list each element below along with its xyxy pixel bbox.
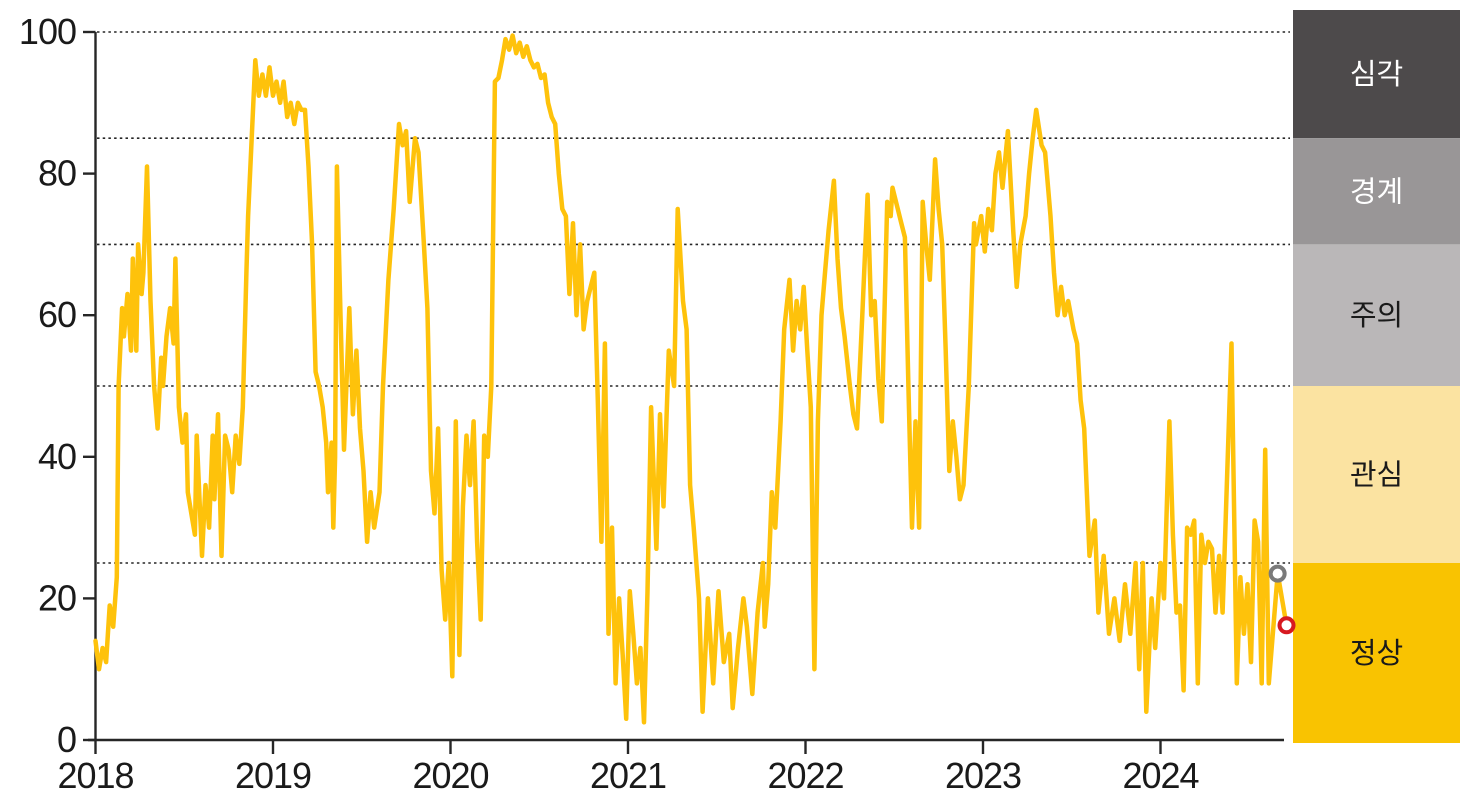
x-tick-label-2022: 2022 (767, 755, 843, 796)
y-tick-label-100: 100 (19, 11, 76, 52)
x-tick-label-2021: 2021 (590, 755, 666, 796)
y-tick-label-60: 60 (38, 294, 76, 335)
zone-1 (1293, 10, 1460, 139)
end-marker-2 (1277, 616, 1296, 635)
zone-label-1: 심각 (1350, 59, 1403, 91)
x-tick-label-2019: 2019 (235, 755, 311, 796)
end-markers (1268, 564, 1296, 635)
series-index (93, 33, 1289, 725)
end-marker-1 (1268, 564, 1287, 583)
y-tick-label-80: 80 (38, 153, 76, 194)
zone-5 (1293, 563, 1460, 743)
zone-label-5: 정상 (1350, 638, 1403, 670)
zone-label-4: 관심 (1350, 460, 1403, 492)
zone-3 (1293, 244, 1460, 386)
y-axis-ticks: 0 20 40 60 80 100 (19, 11, 96, 760)
x-tick-label-2023: 2023 (945, 755, 1021, 796)
y-tick-label-0: 0 (57, 719, 76, 760)
gridlines (97, 31, 1290, 564)
x-tick-label-2020: 2020 (412, 755, 488, 796)
x-axis-ticks: 2018 2019 2020 2021 2022 2023 2024 (57, 740, 1200, 796)
y-tick-label-40: 40 (38, 436, 76, 477)
zone-2 (1293, 138, 1460, 245)
x-tick-label-2018: 2018 (57, 755, 133, 796)
zone-label-3: 주의 (1350, 300, 1403, 332)
y-tick-label-20: 20 (38, 577, 76, 618)
x-tick-label-2024: 2024 (1122, 755, 1198, 796)
risk-zone-band (1293, 10, 1460, 743)
series-line (93, 33, 1289, 725)
axes (88, 32, 1284, 742)
zone-label-2: 경계 (1350, 176, 1403, 208)
zone-4 (1293, 386, 1460, 563)
